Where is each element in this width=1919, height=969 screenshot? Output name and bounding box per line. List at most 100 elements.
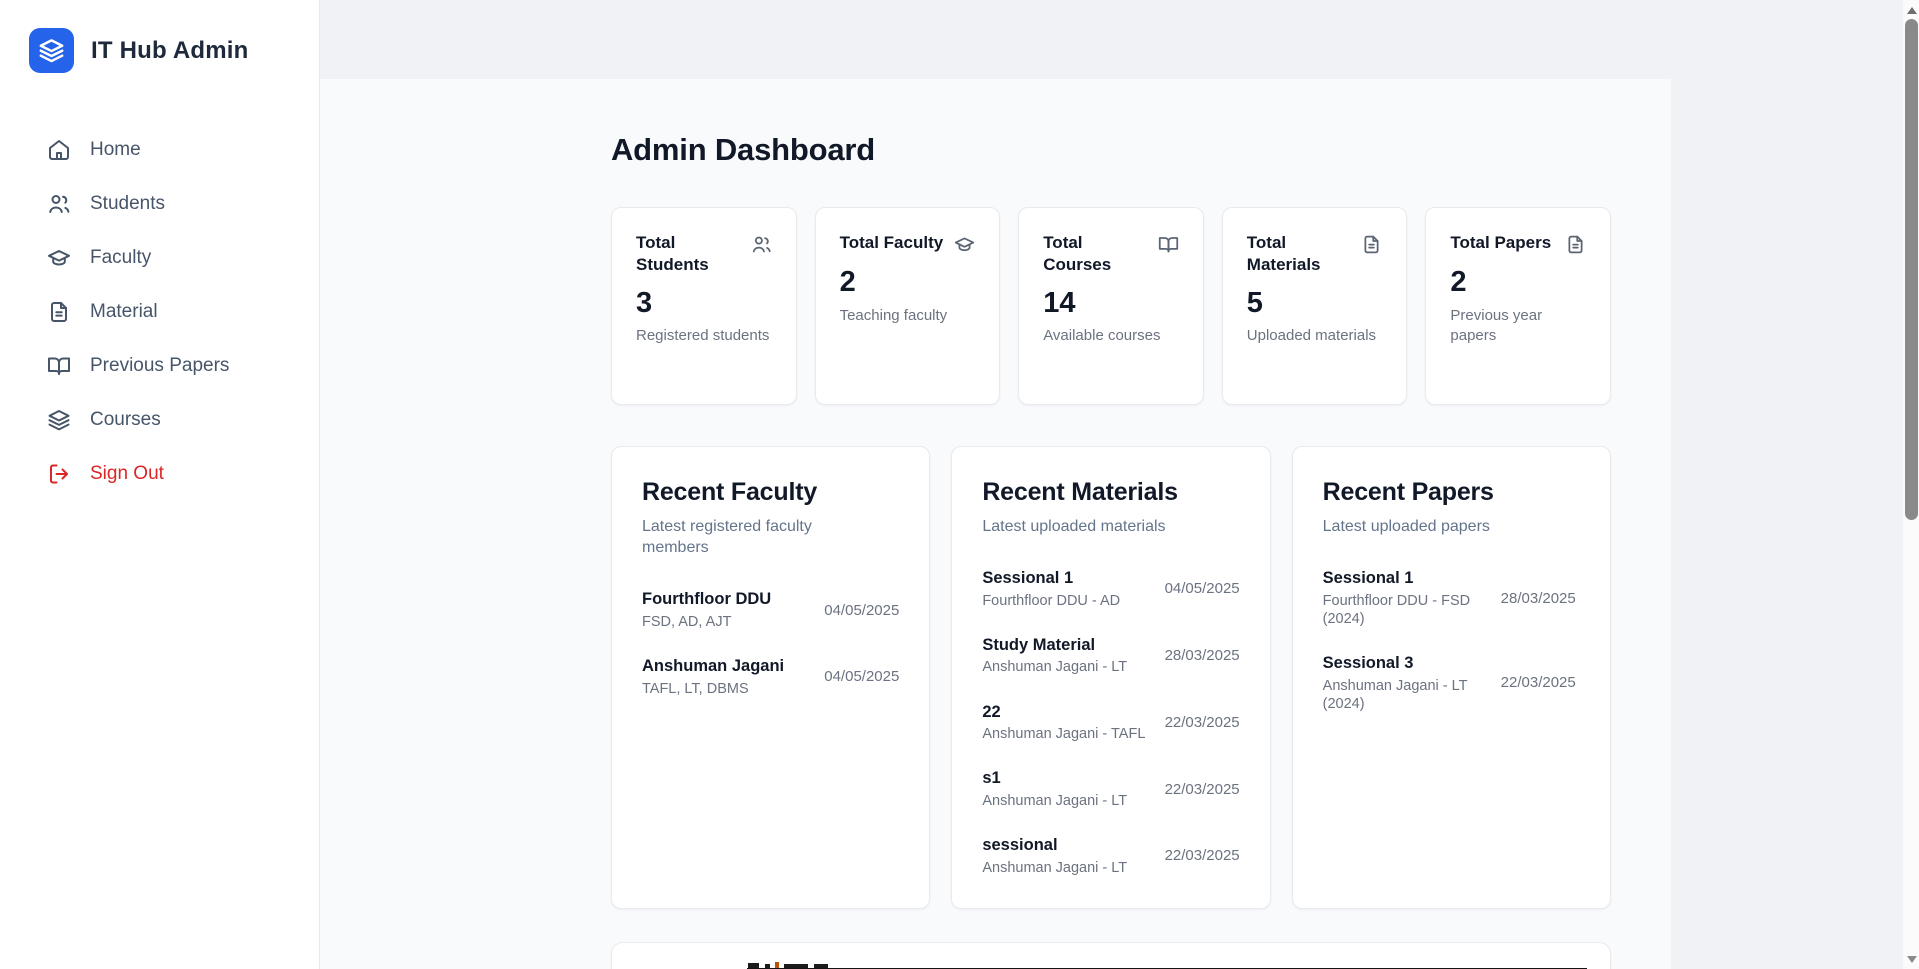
item-date: 04/05/2025 [824,601,900,619]
panel-title: Recent Faculty [642,478,818,506]
list-item: s1 Anshuman Jagani - LT 22/03/2025 [982,768,1239,810]
file-text-icon [1565,232,1586,255]
item-date: 22/03/2025 [1500,674,1576,692]
app-logo-layers-icon [29,28,74,73]
stat-value: 3 [636,286,653,319]
main-area: Admin Dashboard Total Students 3 Registe… [320,0,1919,969]
sidebar-item-home[interactable]: Home [0,123,319,177]
item-date: 04/05/2025 [1164,580,1240,598]
cutoff-text-sliver [784,963,808,968]
paper-detail: Fourthfloor DDU - FSD (2024) [1322,592,1471,627]
stat-title: Total Faculty [839,233,944,252]
material-name: Study Material [982,635,1096,654]
panel-title: Recent Materials [982,478,1178,506]
sign-out-button[interactable]: Sign Out [0,447,319,501]
stat-value: 5 [1246,286,1263,319]
paper-detail: Anshuman Jagani - LT (2024) [1322,677,1468,712]
book-open-icon [47,354,71,378]
stat-subtitle: Registered students [636,327,770,345]
item-date: 28/03/2025 [1164,647,1240,665]
list-item: Study Material Anshuman Jagani - LT 28/0… [982,635,1239,677]
list-item: sessional Anshuman Jagani - LT 22/03/202… [982,835,1239,877]
stat-subtitle: Teaching faculty [839,306,948,324]
stat-title: Total Papers [1450,233,1552,252]
stat-value: 2 [839,266,856,298]
stat-card-total-papers: Total Papers 2 Previous year papers [1425,207,1611,405]
file-text-icon [1361,232,1382,255]
stat-subtitle: Uploaded materials [1246,327,1377,345]
recent-panels-row: Recent Faculty Latest registered faculty… [611,446,1611,909]
cutoff-text-sliver [814,963,828,968]
panel-subtitle: Latest uploaded materials [982,518,1166,535]
next-section-panel-cutoff [611,941,1611,969]
item-date: 22/03/2025 [1164,847,1240,865]
sidebar-item-label: Material [90,301,158,322]
sidebar-item-label: Students [90,193,165,214]
recent-materials-panel: Recent Materials Latest uploaded materia… [951,446,1271,909]
sidebar-item-label: Faculty [90,247,152,268]
cutoff-text-sliver [748,962,759,968]
recent-faculty-panel: Recent Faculty Latest registered faculty… [611,446,931,909]
faculty-name: Fourthfloor DDU [642,590,772,609]
sidebar-item-material[interactable]: Material [0,285,319,339]
cutoff-divider-sliver [747,967,1587,969]
home-icon [47,138,71,162]
app-title: IT Hub Admin [91,36,249,64]
sidebar-item-faculty[interactable]: Faculty [0,231,319,285]
item-date: 22/03/2025 [1164,780,1240,798]
scroll-down-arrow[interactable] [1903,951,1919,967]
sidebar-nav: Home Students Faculty Material [0,123,319,501]
stat-value: 2 [1450,266,1467,298]
material-detail: Anshuman Jagani - LT [982,859,1128,876]
list-item: Sessional 1 Fourthfloor DDU - FSD (2024)… [1323,568,1580,628]
sidebar-item-previous-papers[interactable]: Previous Papers [0,339,319,393]
vertical-scrollbar[interactable] [1902,0,1919,969]
sidebar: IT Hub Admin Home Students Faculty [0,0,320,969]
material-name: s1 [982,769,1001,788]
material-detail: Anshuman Jagani - TAFL [982,726,1146,743]
stat-title: Total Students [636,233,709,274]
material-name: sessional [982,836,1058,855]
stat-value: 14 [1043,286,1076,319]
faculty-name: Anshuman Jagani [642,656,785,675]
log-out-icon [47,462,71,486]
faculty-subjects: TAFL, LT, DBMS [642,680,749,697]
recent-papers-panel: Recent Papers Latest uploaded papers Ses… [1291,446,1611,909]
material-detail: Anshuman Jagani - LT [982,792,1128,809]
panel-title: Recent Papers [1322,478,1494,506]
scroll-up-arrow[interactable] [1903,2,1919,18]
sidebar-item-label: Courses [90,409,161,430]
sidebar-item-label: Home [90,139,141,160]
material-detail: Anshuman Jagani - LT [982,659,1128,676]
sidebar-item-label: Previous Papers [90,355,230,376]
sidebar-item-courses[interactable]: Courses [0,393,319,447]
stat-title: Total Materials [1246,233,1321,274]
list-item: 22 Anshuman Jagani - TAFL 22/03/2025 [982,702,1239,744]
item-date: 22/03/2025 [1164,713,1240,731]
list-item: Anshuman Jagani TAFL, LT, DBMS 04/05/202… [642,656,899,698]
graduation-cap-icon [47,246,71,270]
scrollbar-thumb[interactable] [1905,19,1918,520]
stat-card-total-students: Total Students 3 Registered students [611,207,797,405]
graduation-cap-icon [954,232,975,255]
panel-subtitle: Latest uploaded papers [1322,518,1490,535]
cutoff-text-sliver [765,963,770,968]
list-item: Fourthfloor DDU FSD, AD, AJT 04/05/2025 [642,589,899,631]
users-icon [47,192,71,216]
sidebar-item-students[interactable]: Students [0,177,319,231]
paper-name: Sessional 3 [1322,653,1414,672]
stat-card-total-courses: Total Courses 14 Available courses [1018,207,1204,405]
book-open-icon [1158,232,1179,255]
material-detail: Fourthfloor DDU - AD [982,592,1121,609]
panel-subtitle: Latest registered faculty members [642,518,812,557]
layers-icon [47,408,71,432]
stat-title: Total Courses [1043,233,1112,274]
item-date: 04/05/2025 [824,668,900,686]
file-text-icon [47,300,71,324]
brand: IT Hub Admin [0,0,319,73]
item-date: 28/03/2025 [1500,589,1576,607]
sign-out-label: Sign Out [90,463,164,484]
cutoff-text-sliver [775,961,779,968]
list-item: Sessional 1 Fourthfloor DDU - AD 04/05/2… [982,568,1239,610]
